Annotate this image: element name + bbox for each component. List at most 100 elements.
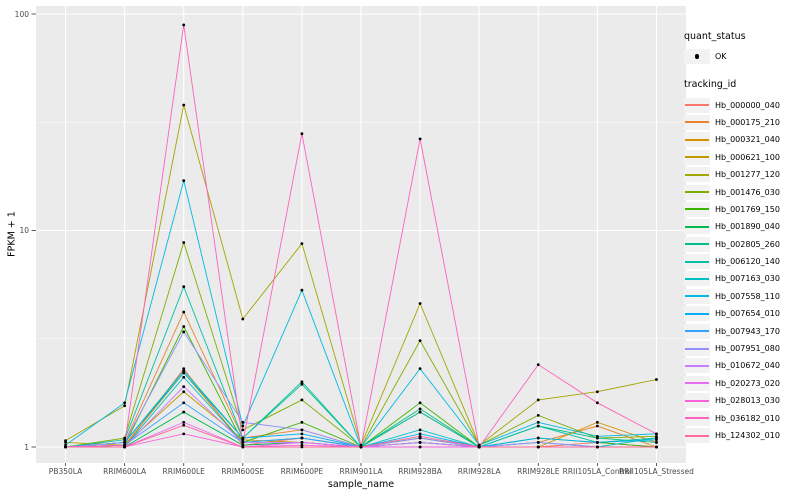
legend-item-label: Hb_001890_040 xyxy=(715,222,780,232)
data-point xyxy=(64,439,67,443)
data-point xyxy=(300,436,304,440)
data-point xyxy=(123,404,127,408)
data-point xyxy=(182,385,186,389)
data-point xyxy=(595,434,599,438)
data-point xyxy=(477,445,481,449)
legend-item-label: Hb_006120_140 xyxy=(715,257,780,267)
data-point xyxy=(241,428,245,432)
y-tick-label: 1 xyxy=(24,442,29,452)
x-tick-label: RRIM600LA xyxy=(103,467,147,476)
legend-title-tracking-id: tracking_id xyxy=(684,79,737,91)
legend-item: Hb_007558_110 xyxy=(684,288,796,305)
line-swatch-icon xyxy=(684,149,710,165)
legend-item: Hb_001890_040 xyxy=(684,218,796,235)
legend-item-label: Hb_007654_010 xyxy=(715,309,780,319)
data-point xyxy=(300,382,304,386)
data-point xyxy=(241,436,245,440)
data-point xyxy=(655,445,658,449)
line-swatch-icon xyxy=(684,428,710,443)
data-point xyxy=(300,428,304,432)
x-tick-label: RRIM901LA xyxy=(339,467,383,476)
legend-item: Hb_002805_260 xyxy=(684,236,796,253)
data-point xyxy=(300,288,304,292)
legend-item-label: Hb_010672_040 xyxy=(715,361,780,371)
data-point xyxy=(182,285,186,289)
line-swatch-icon xyxy=(684,114,710,130)
data-point xyxy=(418,410,422,414)
data-point xyxy=(182,241,186,244)
data-point xyxy=(595,401,599,405)
y-axis-title: FPKM + 1 xyxy=(6,211,18,257)
legend-item-label: Hb_001277_120 xyxy=(715,170,780,180)
x-tick-label: RRIM928BA xyxy=(398,467,442,476)
data-point xyxy=(536,441,540,444)
data-point xyxy=(300,420,304,424)
data-point xyxy=(64,445,67,449)
data-point xyxy=(182,423,186,427)
data-point xyxy=(182,390,186,394)
data-point xyxy=(241,420,245,424)
legend-item-label: Hb_028013_030 xyxy=(715,396,780,406)
x-tick-label: RRIM600LE xyxy=(162,467,205,476)
data-point xyxy=(182,375,186,379)
data-point xyxy=(536,363,540,367)
legend-item: Hb_000175_210 xyxy=(684,114,796,131)
legend-item-label: Hb_020273_020 xyxy=(715,378,780,388)
data-point xyxy=(536,413,540,417)
legend-item-label: Hb_000621_100 xyxy=(715,152,780,162)
legend-item-label: Hb_002805_260 xyxy=(715,239,780,249)
x-tick-label: PB350LA xyxy=(48,467,83,476)
line-swatch-icon xyxy=(684,271,710,287)
data-point xyxy=(418,401,422,405)
data-point xyxy=(418,428,422,432)
data-point xyxy=(123,401,127,405)
line-swatch-icon xyxy=(684,184,710,200)
line-swatch-icon xyxy=(684,254,710,270)
legend-item: Hb_124302_010 xyxy=(684,427,796,444)
line-swatch-icon xyxy=(684,375,710,391)
data-point xyxy=(595,424,599,428)
legend-item: Hb_007943_170 xyxy=(684,322,796,339)
data-point xyxy=(418,445,422,449)
legend-item-label: Hb_007558_110 xyxy=(715,291,780,301)
legend-item-label: Hb_007943_170 xyxy=(715,326,780,336)
line-swatch-icon xyxy=(684,201,710,217)
data-point xyxy=(123,445,127,449)
legend-item-label: Hb_124302_010 xyxy=(715,431,780,440)
data-point xyxy=(595,420,599,424)
data-point xyxy=(182,310,186,314)
x-tick-label: RRIM600PE xyxy=(280,467,324,476)
legend-item-label: Hb_000175_210 xyxy=(715,117,780,127)
legend-item: Hb_007163_030 xyxy=(684,270,796,287)
legend-item-label: Hb_000321_040 xyxy=(715,135,780,145)
legend-item-ok: OK xyxy=(684,48,796,65)
data-point xyxy=(300,242,304,245)
data-point xyxy=(182,179,186,183)
line-swatch-icon xyxy=(684,410,710,426)
line-swatch-icon xyxy=(684,167,710,183)
data-point xyxy=(418,432,422,436)
x-tick-label: RRII105LA_Stressed xyxy=(619,467,694,476)
data-point xyxy=(536,436,540,440)
data-point xyxy=(418,137,422,141)
legend-item-label: OK xyxy=(715,52,727,62)
line-swatch-icon xyxy=(684,97,710,113)
data-point xyxy=(182,420,186,424)
data-point xyxy=(241,445,245,449)
data-point xyxy=(418,339,422,343)
data-point xyxy=(182,325,186,328)
data-point xyxy=(182,369,186,373)
line-swatch-icon xyxy=(684,306,710,322)
y-tick-label: 100 xyxy=(14,9,29,19)
data-point xyxy=(182,432,186,436)
line-swatch-icon xyxy=(684,288,710,304)
data-point xyxy=(182,410,186,414)
legend-item-label: Hb_001476_030 xyxy=(715,187,780,197)
data-point xyxy=(300,445,304,449)
y-tick-label: 10 xyxy=(19,226,29,235)
line-swatch-icon xyxy=(684,358,710,374)
data-point xyxy=(655,441,658,444)
data-point xyxy=(536,420,540,424)
line-swatch-icon xyxy=(684,236,710,252)
